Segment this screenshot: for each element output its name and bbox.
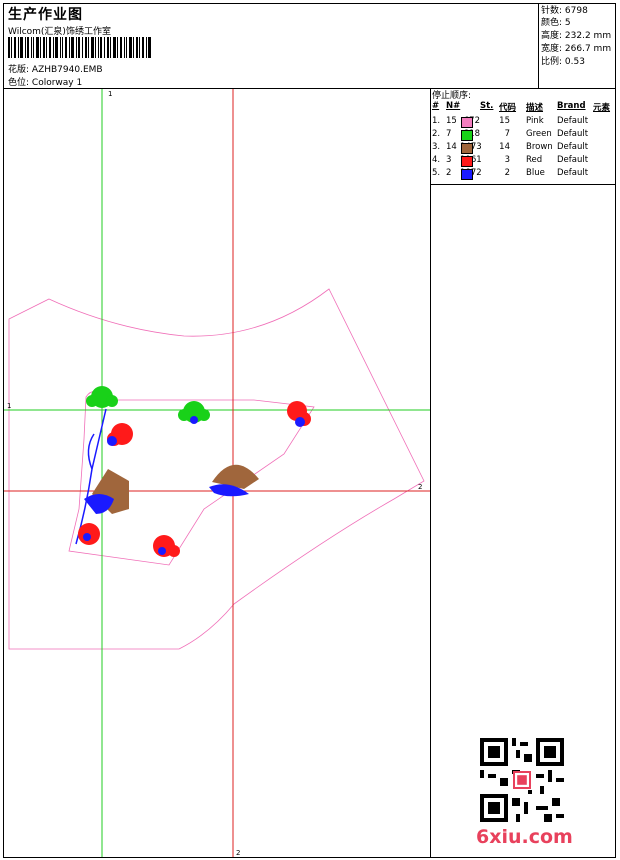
- cell-code: 14: [499, 142, 510, 152]
- garment-outline: [8, 288, 425, 650]
- cell-brand: Default: [557, 129, 589, 139]
- cell-brand: Default: [557, 142, 589, 152]
- cell-num: 5.: [432, 168, 441, 178]
- header-divider: [3, 88, 616, 89]
- cell-code: 15: [499, 116, 510, 126]
- design-value: AZHB7940.EMB: [31, 65, 103, 75]
- color-swatch: [461, 169, 473, 180]
- blue-bud-1: [107, 436, 117, 446]
- col-n: N#: [446, 101, 461, 111]
- cell-code: 7: [504, 129, 510, 139]
- axis-h1-label: 1: [7, 402, 11, 410]
- colorway: 色位: Colorway 1: [8, 75, 82, 88]
- design-label: 花版:: [8, 65, 30, 75]
- stop-panel-bottom: [430, 184, 616, 185]
- stat-colors: 颜色: 5: [541, 18, 571, 28]
- axis-v2-label: 2: [236, 849, 240, 857]
- colorway-label: 色位:: [8, 78, 30, 88]
- col-st: St.: [480, 101, 494, 111]
- blue-bud-3: [83, 533, 91, 541]
- cell-num: 2.: [432, 129, 441, 139]
- stop-sequence-row: 4.319613RedDefault: [432, 155, 612, 168]
- brown-fan-center: [212, 464, 259, 489]
- blue-fan-base-center: [209, 484, 249, 497]
- page-title: 生产作业图: [8, 7, 83, 23]
- col-code: 代码: [499, 103, 517, 113]
- cell-code: 2: [504, 168, 510, 178]
- green-flower-center: [178, 401, 210, 423]
- color-swatch: [461, 156, 473, 167]
- studio-name: Wilcom(汇泉)​饰绣工作室: [8, 27, 111, 37]
- design-file: 花版: AZHB7940.EMB: [8, 62, 103, 75]
- col-num: #: [432, 101, 440, 111]
- stat-height: 高度: 232.2 mm: [541, 31, 612, 41]
- cell-n: 14: [446, 142, 457, 152]
- stop-panel-divider: [430, 88, 431, 858]
- stat-width: 宽度: 266.7 mm: [541, 44, 612, 54]
- cell-n: 7: [446, 129, 452, 139]
- cell-desc: Pink: [526, 116, 544, 126]
- blue-fan-base-left: [84, 494, 114, 514]
- stop-sequence-row: 5.218722BlueDefault: [432, 168, 612, 181]
- color-swatch: [461, 130, 473, 141]
- cell-n: 15: [446, 116, 457, 126]
- cell-num: 1.: [432, 116, 441, 126]
- cell-desc: Red: [526, 155, 543, 165]
- stop-sequence-row: 2.78187GreenDefault: [432, 129, 612, 142]
- cell-desc: Brown: [526, 142, 553, 152]
- col-element: 元素: [593, 103, 611, 113]
- cell-desc: Blue: [526, 168, 545, 178]
- blue-center-1: [190, 416, 198, 424]
- blue-bud-4: [158, 547, 166, 555]
- colorway-value: Colorway 1: [31, 78, 83, 88]
- cell-num: 4.: [432, 155, 441, 165]
- barcode: [8, 37, 151, 58]
- blue-bud-2: [295, 417, 305, 427]
- cell-brand: Default: [557, 155, 589, 165]
- cell-num: 3.: [432, 142, 441, 152]
- cell-desc: Green: [526, 129, 552, 139]
- color-swatch: [461, 117, 473, 128]
- green-flower-left: [86, 386, 118, 408]
- stat-stitches: 针数: 6798: [541, 6, 588, 16]
- col-brand: Brand: [557, 101, 586, 111]
- axis-h2-label: 2: [418, 483, 422, 491]
- site-watermark: 6xiu.com: [476, 826, 573, 848]
- cell-code: 3: [504, 155, 510, 165]
- red-flower-lower-center: [153, 535, 180, 557]
- qr-code: [480, 738, 564, 822]
- color-swatch: [461, 143, 473, 154]
- col-desc: 描述: [526, 103, 544, 113]
- cell-brand: Default: [557, 116, 589, 126]
- stats-divider: [538, 3, 539, 89]
- stop-sequence-row: 1.1567215PinkDefault: [432, 116, 612, 129]
- sheet-border: [3, 3, 616, 858]
- design-canvas: 1 1 2 2: [4, 89, 430, 857]
- axis-v1-label: 1: [108, 90, 112, 98]
- stop-sequence-row: 3.14147314BrownDefault: [432, 142, 612, 155]
- cell-n: 2: [446, 168, 452, 178]
- stat-scale: 比例: 0.53: [541, 57, 585, 67]
- cell-n: 3: [446, 155, 452, 165]
- stop-sequence-title: 停止顺序:: [432, 91, 472, 101]
- cell-brand: Default: [557, 168, 589, 178]
